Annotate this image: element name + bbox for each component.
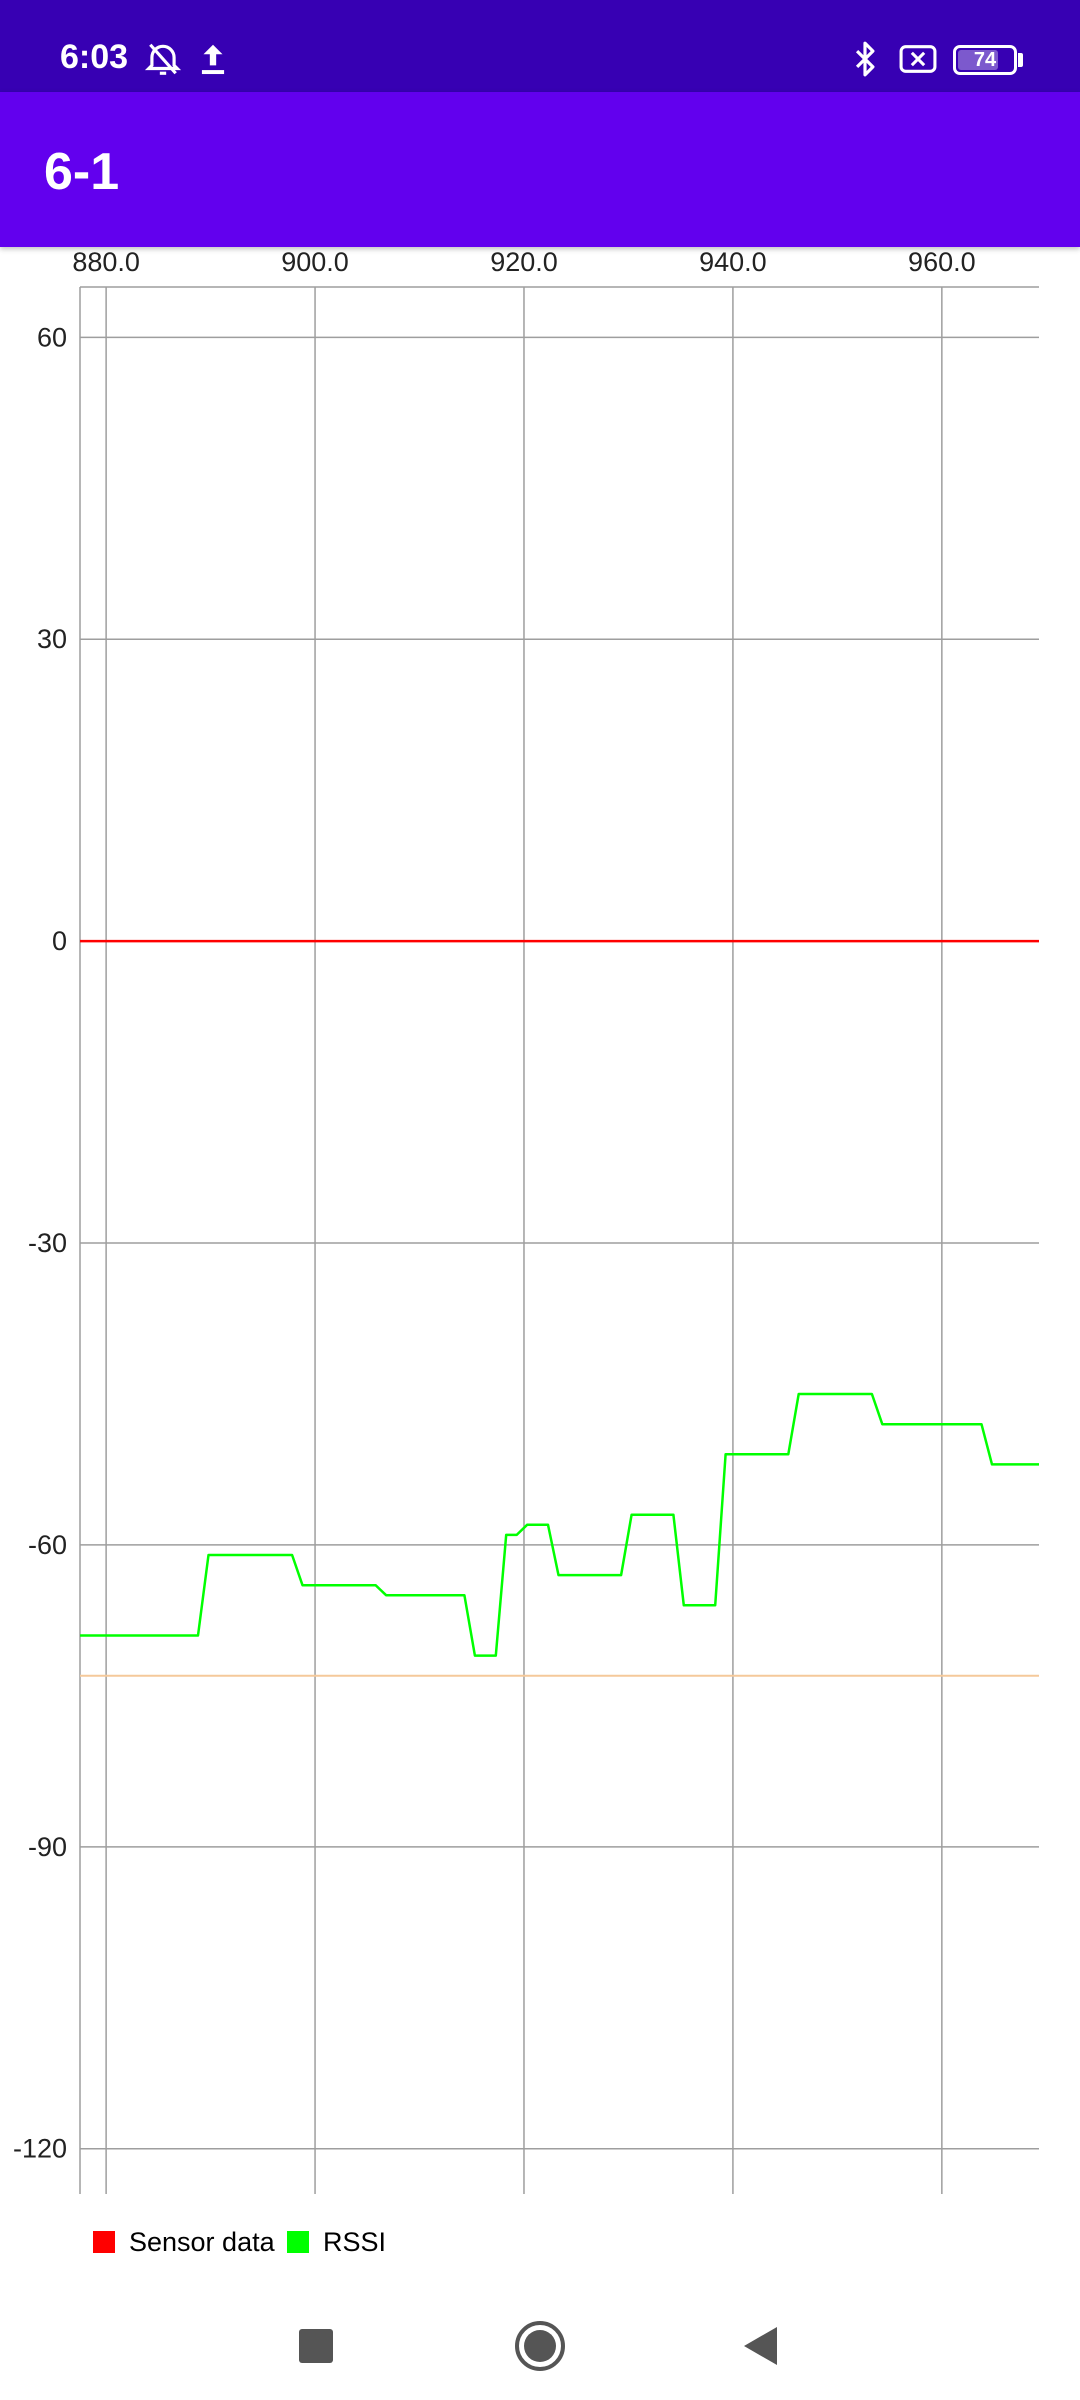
legend-label-rssi: RSSI: [323, 2227, 386, 2258]
legend-swatch-rssi: [287, 2231, 309, 2253]
status-bar: 6:03 74: [0, 0, 1080, 92]
page-title: 6-1: [44, 142, 119, 202]
y-tick-label: -120: [13, 2134, 67, 2164]
x-tick-label: 880.0: [72, 247, 140, 277]
x-tick-label: 900.0: [281, 247, 349, 277]
chart-area[interactable]: 880.0 900.0 920.0 940.0 960.0 60 30 0 -30 -60 -90 -…: [0, 247, 1080, 2290]
legend-swatch-sensor-data: [93, 2231, 115, 2253]
navigation-bar: [0, 2290, 1080, 2400]
legend-item-rssi: RSSI: [287, 2226, 386, 2258]
y-tick-label: 60: [37, 322, 67, 352]
battery-level: 74: [956, 48, 1014, 72]
upload-icon: [194, 40, 232, 78]
status-time: 6:03: [60, 38, 128, 77]
x-tick-label: 940.0: [699, 247, 767, 277]
sim-blocked-icon: [898, 40, 938, 78]
y-tick-label: -30: [28, 1228, 67, 1258]
x-tick-label: 960.0: [908, 247, 976, 277]
home-button[interactable]: [504, 2310, 576, 2382]
y-tick-label: 0: [52, 926, 67, 956]
app-bar: 6-1: [0, 92, 1080, 247]
alarm-off-icon: [144, 40, 182, 78]
recents-button[interactable]: [280, 2310, 352, 2382]
line-chart[interactable]: 880.0 900.0 920.0 940.0 960.0 60 30 0 -30 -60 -90 -…: [0, 247, 1080, 2290]
back-button[interactable]: [724, 2310, 796, 2382]
legend-item-sensor-data: Sensor data: [93, 2226, 275, 2258]
legend-label-sensor-data: Sensor data: [129, 2227, 275, 2258]
x-tick-label: 920.0: [490, 247, 558, 277]
series-line-rssi: [80, 1394, 1039, 1656]
battery-tip: [1018, 53, 1023, 67]
y-tick-label: 30: [37, 624, 67, 654]
y-tick-label: -90: [28, 1832, 67, 1862]
battery-icon: 74: [953, 45, 1017, 75]
y-tick-label: -60: [28, 1530, 67, 1560]
bluetooth-icon: [846, 40, 884, 78]
